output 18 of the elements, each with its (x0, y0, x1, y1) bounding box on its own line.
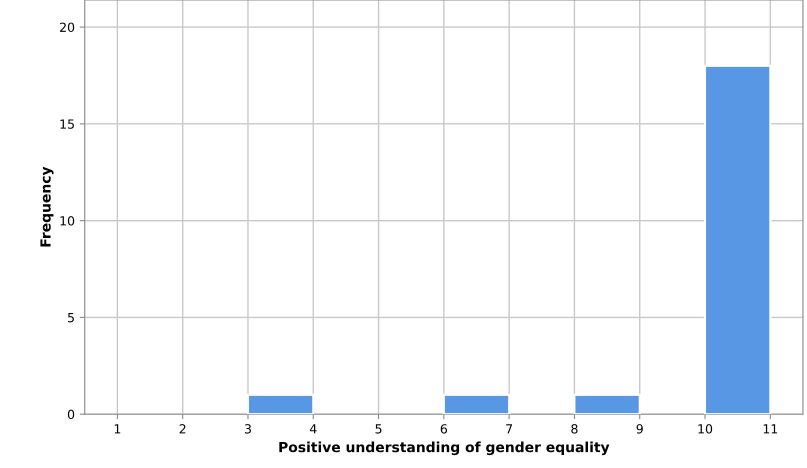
x-tick-label: 9 (636, 424, 643, 434)
x-axis-title: Positive understanding of gender equality (279, 442, 610, 456)
x-tick-label: 5 (376, 424, 382, 434)
y-tick-label: 0 (68, 410, 74, 420)
y-tick-label: 15 (60, 120, 74, 129)
y-axis-title: Frequency (40, 166, 54, 246)
x-tick-label: 11 (764, 424, 778, 434)
x-tick-label: 1 (114, 424, 120, 434)
x-tick-label: 8 (571, 424, 578, 434)
x-tick-label: 4 (310, 424, 317, 434)
y-tick-label: 5 (68, 313, 74, 322)
y-tick-label: 20 (60, 22, 74, 32)
y-tick-label: 10 (60, 216, 74, 226)
x-tick-label: 3 (244, 424, 251, 434)
x-tick-label: 6 (440, 424, 448, 434)
x-tick-label: 7 (506, 424, 512, 434)
x-tick-label: 10 (698, 424, 712, 434)
x-tick-label: 2 (180, 424, 186, 434)
